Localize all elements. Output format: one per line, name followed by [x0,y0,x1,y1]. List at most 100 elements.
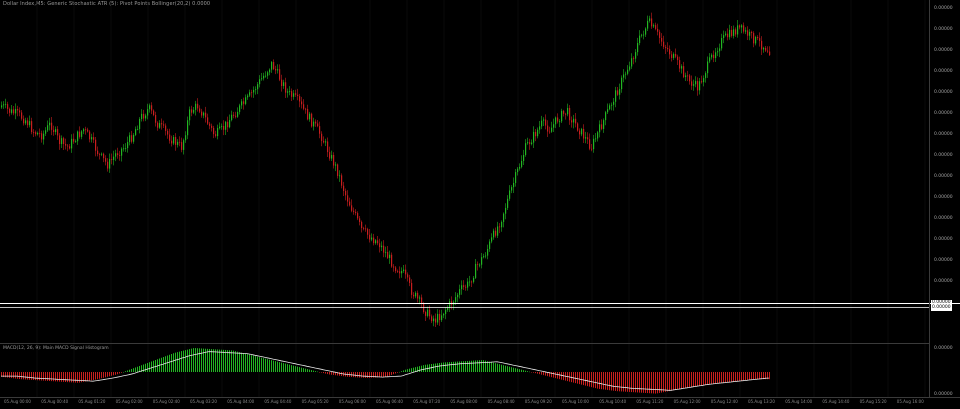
candle-body [703,78,705,83]
macd-bar [295,366,296,372]
macd-bar [497,363,498,372]
candle-body [489,241,491,249]
candle-body [123,148,125,150]
macd-bar [183,350,184,372]
candle-body [697,81,699,91]
candle-body [581,128,583,135]
macd-bar [377,372,378,378]
macd-bar [181,351,182,372]
candle-body [517,168,519,173]
time-tick: 05.Aug 14:40 [822,399,850,404]
macd-bar [71,372,72,383]
price-scale[interactable]: 0.00000 0.00000 0.00000 0.00000 0.00000 … [929,0,960,397]
macd-bar [549,372,550,377]
macd-bar [51,372,52,382]
price-tick: 0.00000 [934,48,953,53]
macd-bar [721,372,722,384]
time-tick: 05.Aug 06:00 [338,399,366,404]
candle-body [711,54,713,58]
candle-body [141,113,143,119]
macd-bar [511,367,512,372]
macd-bar [279,362,280,372]
candle-body [761,40,763,50]
candle-body [429,309,431,317]
macd-bar [587,372,588,387]
macd-bar [163,357,164,372]
candle-body [241,101,243,106]
macd-bar [221,349,222,372]
candle-body [149,105,151,110]
macd-bar [517,368,518,372]
price-tick: 0.00000 [934,216,953,221]
candle-body [387,251,389,258]
macd-bar [267,359,268,372]
candle-body [689,75,691,82]
candle-body [527,142,529,144]
candle-body [669,49,671,55]
macd-bar [479,360,480,372]
candle-body [295,93,297,95]
candle-body [9,108,11,113]
candle-body [245,97,247,104]
macd-bar [113,372,114,376]
candle-body [597,132,599,139]
macd-bar [121,372,122,373]
candle-body [547,125,549,132]
candle-body [269,69,271,73]
candle-body [485,255,487,257]
macd-bar [359,372,360,378]
macd-bar [673,372,674,391]
candle-body [661,37,663,42]
candle-body [289,91,291,92]
macd-bar [9,372,10,378]
macd-bar [59,372,60,382]
candle-body [391,254,393,267]
macd-bar [639,372,640,393]
macd-bar [713,372,714,385]
candle-body [105,158,107,162]
macd-bar [475,360,476,372]
time-axis[interactable]: 05.Aug 00:00 05.Aug 00:40 05.Aug 01:20 05.A… [0,398,930,409]
macd-bar [465,361,466,372]
macd-bar [745,372,746,381]
candle-body [87,129,89,132]
macd-bar [165,356,166,372]
candle-body [495,230,497,236]
candle-body [327,141,329,153]
current-price-label-2: 0.00000 [931,305,952,311]
macd-bar [419,366,420,372]
macd-bar [683,372,684,389]
candle-body [633,58,635,60]
macd-bar [219,349,220,372]
macd-bar [319,372,320,373]
macd-bar [669,372,670,392]
macd-bar [119,372,120,374]
macd-bar [245,353,246,372]
candle-body [437,313,439,323]
macd-bar [379,372,380,378]
candle-body [709,57,711,62]
candle-body [413,294,415,297]
macd-bar [21,372,22,380]
macd-bar [709,372,710,385]
candle-body [647,20,649,29]
candle-body [7,104,9,109]
candle-body [591,148,593,150]
macd-bar [699,372,700,386]
macd-bar [47,372,48,381]
candle-body [443,313,445,316]
candle-body [513,182,515,188]
macd-bar [605,372,606,390]
candle-body [27,120,29,126]
macd-bar [389,372,390,376]
candle-body [347,195,349,202]
candle-body [457,294,459,298]
candle-body [707,61,709,74]
macd-bar [167,355,168,372]
candle-body [349,201,351,206]
candle-body [343,185,345,191]
candle-body [137,129,139,130]
macd-bar [715,372,716,384]
